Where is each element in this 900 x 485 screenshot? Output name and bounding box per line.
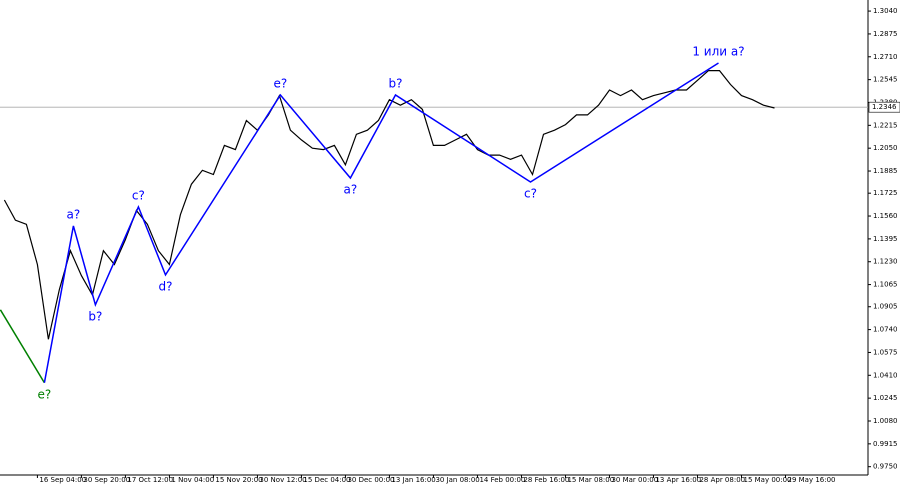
x-tick-label: 29 May 16:00 bbox=[787, 476, 835, 484]
y-tick-label: 1.3040 bbox=[873, 7, 898, 15]
y-tick-label: 1.0080 bbox=[873, 417, 898, 425]
wave-label: c? bbox=[524, 186, 537, 200]
y-tick-label: 1.2050 bbox=[873, 144, 898, 152]
y-tick-label: 1.1725 bbox=[873, 189, 898, 197]
last-price-label: 1.2346 bbox=[872, 103, 897, 111]
y-tick-label: 0.9915 bbox=[873, 440, 898, 448]
wave-label: d? bbox=[158, 279, 172, 293]
wave-label: b? bbox=[88, 309, 102, 323]
y-tick-label: 1.2710 bbox=[873, 53, 898, 61]
x-tick-label: 16 Sep 04:00 bbox=[39, 476, 86, 484]
y-tick-label: 1.2215 bbox=[873, 121, 898, 129]
y-tick-label: 1.0905 bbox=[873, 303, 898, 311]
y-tick-label: 1.1395 bbox=[873, 235, 898, 243]
y-tick-label: 0.9750 bbox=[873, 463, 898, 471]
y-tick-label: 1.0575 bbox=[873, 348, 898, 356]
x-tick-label: 15 Dec 04:00 bbox=[303, 476, 350, 484]
y-tick-label: 1.1230 bbox=[873, 258, 898, 266]
y-tick-label: 1.0740 bbox=[873, 326, 898, 334]
x-tick-label: 30 Nov 12:00 bbox=[259, 476, 306, 484]
wave-label: a? bbox=[67, 207, 81, 221]
x-tick-label: 13 Apr 16:00 bbox=[655, 476, 701, 484]
y-tick-label: 1.1065 bbox=[873, 281, 898, 289]
y-tick-label: 1.2875 bbox=[873, 30, 898, 38]
wave-line bbox=[43, 62, 719, 383]
x-tick-label: 30 Jan 08:00 bbox=[435, 476, 479, 484]
wave-label: b? bbox=[388, 77, 402, 91]
y-tick-label: 1.1885 bbox=[873, 167, 898, 175]
x-tick-label: 28 Feb 16:00 bbox=[523, 476, 569, 484]
wave-label: e? bbox=[274, 77, 288, 91]
x-tick-label: 28 Apr 08:00 bbox=[699, 476, 745, 484]
y-tick-label: 1.2545 bbox=[873, 76, 898, 84]
x-tick-label: 30 Dec 00:00 bbox=[347, 476, 394, 484]
x-tick-label: 1 Nov 04:00 bbox=[171, 476, 214, 484]
x-tick-label: 15 May 00:00 bbox=[743, 476, 791, 484]
x-tick-label: 14 Feb 00:00 bbox=[479, 476, 525, 484]
x-tick-label: 30 Mar 00:00 bbox=[611, 476, 658, 484]
x-tick-label: 15 Nov 20:00 bbox=[215, 476, 262, 484]
wave-label: a? bbox=[344, 182, 358, 196]
y-tick-label: 1.0410 bbox=[873, 371, 898, 379]
x-tick-label: 15 Mar 08:00 bbox=[567, 476, 614, 484]
wave-label: c? bbox=[132, 188, 145, 202]
y-tick-label: 1.0245 bbox=[873, 394, 898, 402]
last-price-box bbox=[868, 101, 900, 113]
x-tick-label: 13 Jan 16:00 bbox=[391, 476, 435, 484]
x-tick-label: 30 Sep 20:00 bbox=[83, 476, 130, 484]
wave-label: 1 или a? bbox=[692, 45, 744, 59]
wave-label: e? bbox=[38, 387, 52, 401]
y-tick-label: 1.1560 bbox=[873, 212, 898, 220]
x-tick-label: 17 Oct 12:00 bbox=[127, 476, 173, 484]
wave-line bbox=[0, 309, 46, 384]
